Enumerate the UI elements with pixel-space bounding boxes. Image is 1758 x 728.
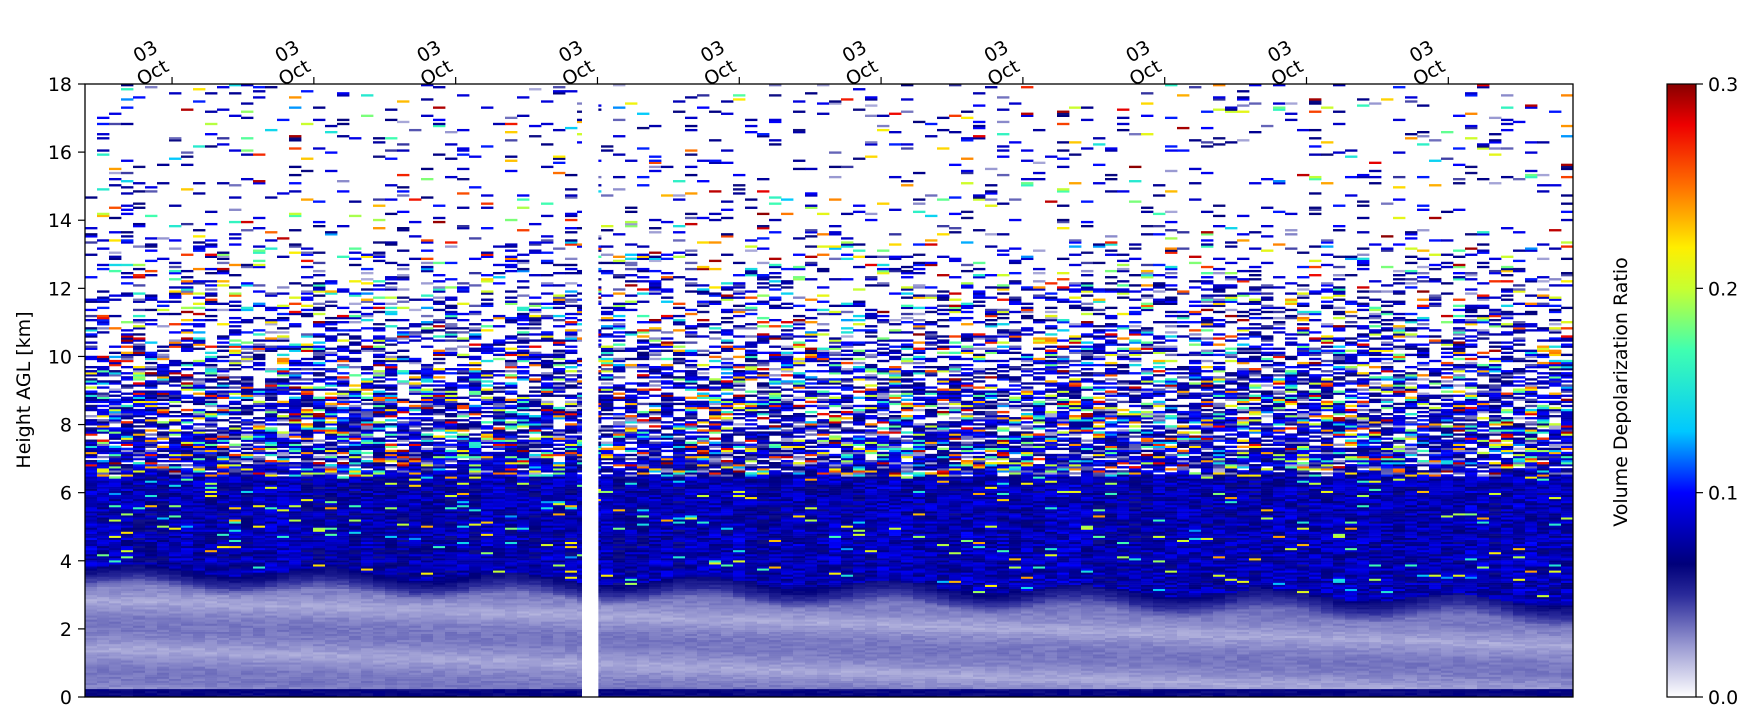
y-tick-label: 14: [48, 210, 72, 232]
colorbar-tick-label: 0.1: [1708, 483, 1738, 505]
x-tick-label: 03Oct: [548, 36, 598, 91]
y-axis: 0 2 4 6 8 10 12 14 16 18: [48, 74, 85, 709]
colorbar-axis: 0.0 0.1 0.2 0.3: [1696, 74, 1738, 709]
x-tick-label: 03Oct: [264, 36, 314, 91]
x-tick-label: 03Oct: [406, 36, 456, 91]
x-tick-label: 03Oct: [831, 36, 881, 91]
x-tick-label: 03Oct: [973, 36, 1023, 91]
colorbar-tick-label: 0.3: [1708, 74, 1738, 96]
y-tick-label: 16: [48, 142, 72, 164]
colorbar: [1667, 84, 1696, 697]
y-tick-label: 0: [60, 687, 72, 709]
y-tick-label: 4: [60, 551, 72, 573]
heatmap-area: [85, 84, 1573, 697]
x-axis: 03Oct 03Oct 03Oct 03Oct 03Oct 03Oct 03Oct 03Oct…: [122, 36, 1449, 91]
y-axis-label: Height AGL [km]: [13, 311, 35, 468]
x-tick-label: 03Oct: [1115, 36, 1165, 91]
y-tick-label: 2: [60, 619, 72, 641]
colorbar-tick-label: 0.2: [1708, 278, 1738, 300]
y-tick-label: 6: [60, 483, 72, 505]
x-tick-label: 03Oct: [1398, 36, 1448, 91]
x-tick-label: 03Oct: [689, 36, 739, 91]
y-tick-label: 18: [48, 74, 72, 96]
colorbar-label: Volume Depolarization Ratio: [1610, 257, 1632, 527]
y-tick-label: 12: [48, 278, 72, 300]
y-tick-label: 8: [60, 415, 72, 437]
x-tick-label: 03Oct: [1257, 36, 1307, 91]
x-tick-label: 03Oct: [122, 36, 172, 91]
colorbar-tick-label: 0.0: [1708, 687, 1738, 709]
y-tick-label: 10: [48, 346, 72, 368]
data-gap: [582, 84, 598, 697]
